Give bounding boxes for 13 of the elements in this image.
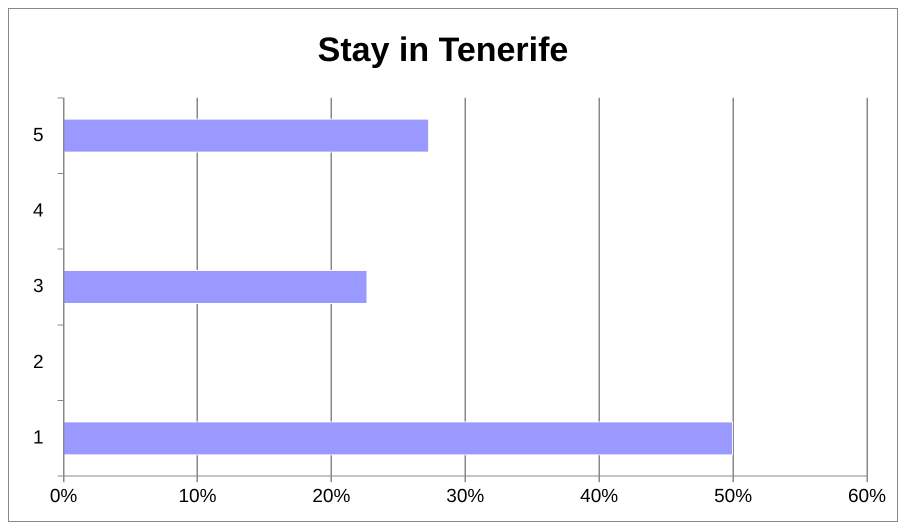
- x-tick-label: 60%: [848, 486, 886, 507]
- chart-title: Stay in Tenerife: [318, 30, 568, 69]
- x-tick-label: 50%: [714, 486, 752, 507]
- x-tick-label: 10%: [178, 486, 217, 507]
- y-tick-label: 4: [32, 200, 44, 222]
- x-tick-label: 30%: [446, 486, 484, 507]
- x-tick-label: 20%: [312, 486, 350, 507]
- y-tick-label: 3: [32, 276, 44, 298]
- y-tick-label: 1: [32, 428, 44, 449]
- y-tick-label: 5: [32, 124, 44, 146]
- x-tick-label: 0%: [50, 486, 78, 507]
- x-tick-label: 40%: [580, 486, 618, 507]
- y-tick-label: 2: [32, 352, 44, 373]
